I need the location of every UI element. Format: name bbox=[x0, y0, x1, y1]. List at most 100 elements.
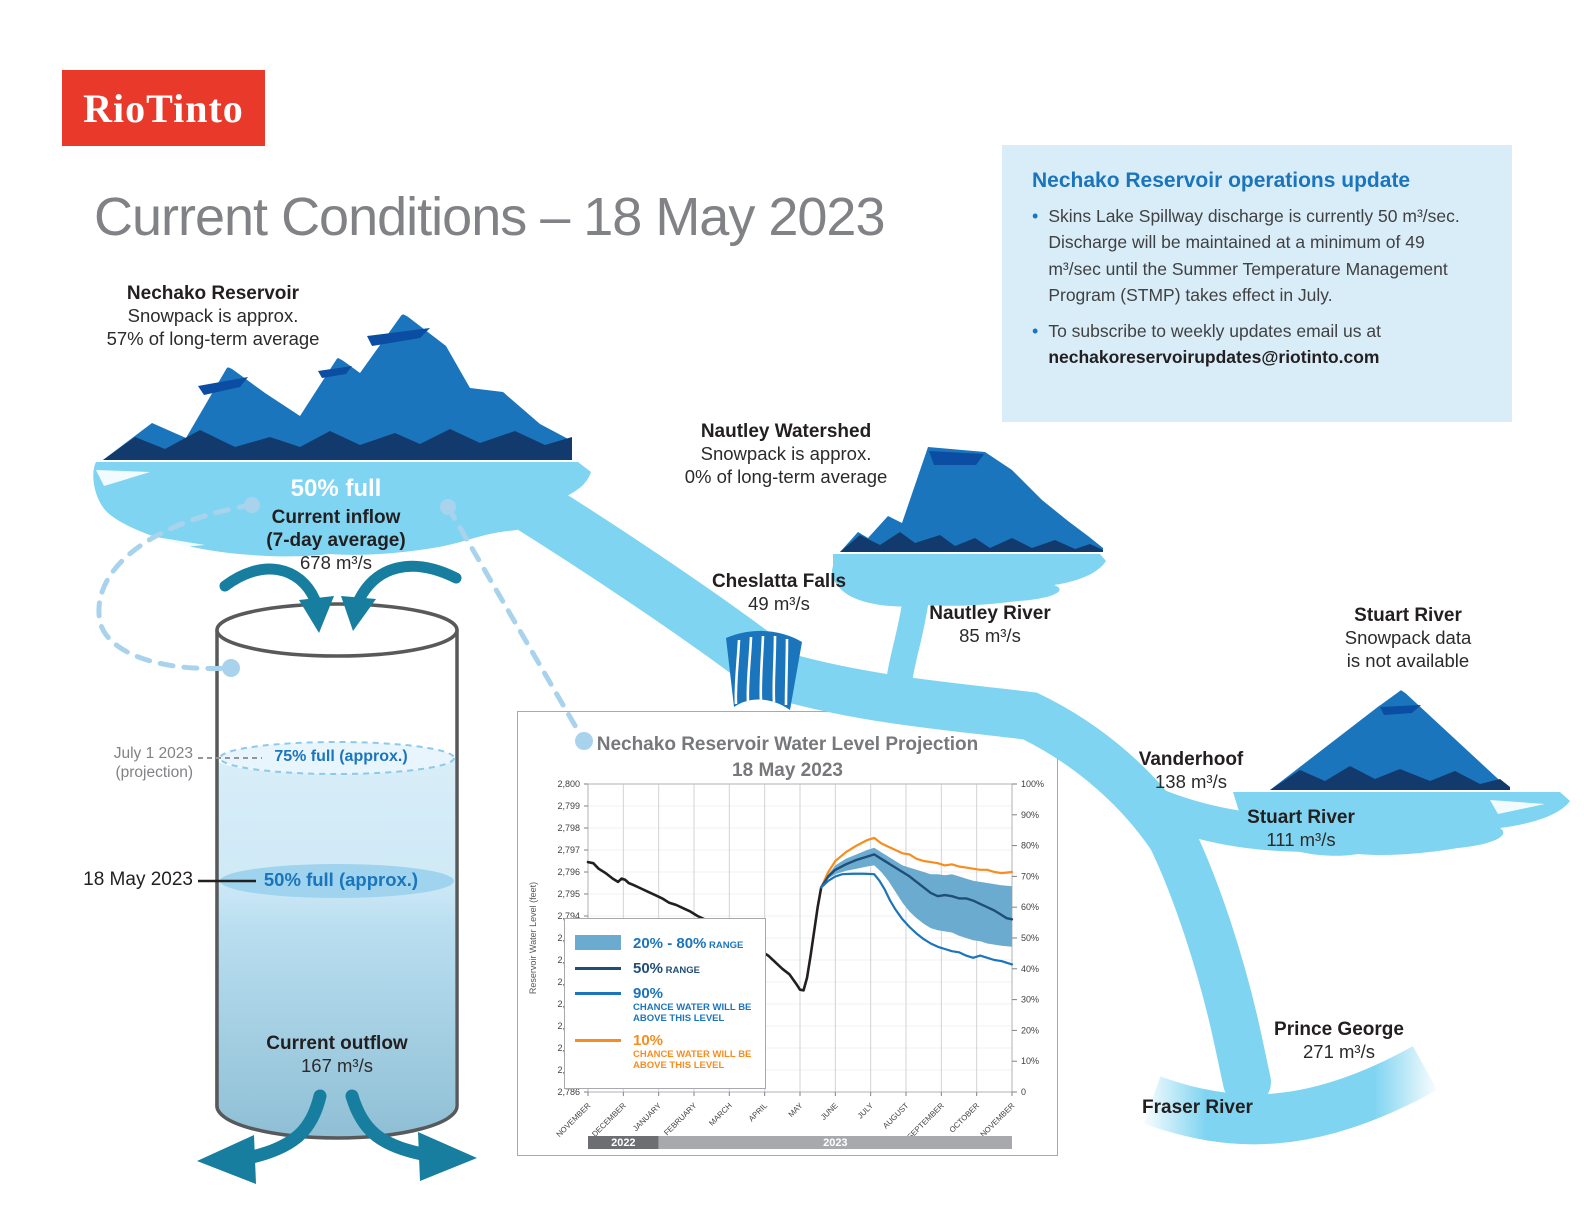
level-50-label: 50% full (approx.) bbox=[264, 869, 418, 891]
y-tick-label: 2,799 bbox=[557, 801, 580, 811]
right-tick-label: 20% bbox=[1021, 1025, 1039, 1035]
prince-george-label: Prince George 271 m³/s bbox=[1274, 1018, 1404, 1064]
vanderhoof-value: 138 m³/s bbox=[1155, 771, 1227, 793]
nautley-watershed-name: Nautley Watershed bbox=[700, 421, 872, 442]
stuart-river-value: 111 m³/s bbox=[1266, 829, 1336, 851]
stuart-snowpack-line1: Snowpack data bbox=[1344, 627, 1472, 649]
nechako-snowpack-line2: 57% of long-term average bbox=[106, 327, 320, 349]
stuart-river-label: Stuart River 111 m³/s bbox=[1247, 806, 1355, 852]
right-tick-label: 0 bbox=[1021, 1087, 1026, 1097]
fill-percent-text: 50% full bbox=[290, 475, 382, 502]
fraser-river-name: Fraser River bbox=[1142, 1097, 1253, 1118]
subscribe-email[interactable]: nechakoreservoirupdates@riotinto.com bbox=[1048, 347, 1380, 368]
x-tick-label: MARCH bbox=[707, 1101, 734, 1128]
legend-small-text: RANGE bbox=[706, 940, 744, 951]
right-tick-label: 10% bbox=[1021, 1056, 1039, 1066]
x-tick-label: JUNE bbox=[819, 1101, 840, 1122]
subscribe-text: To subscribe to weekly updates email us … bbox=[1048, 321, 1381, 341]
reservoir-fill-label: 50% full bbox=[291, 474, 382, 503]
cheslatta-value: 49 m³/s bbox=[748, 593, 810, 615]
x-tick-label: JANUARY bbox=[631, 1100, 664, 1133]
nautley-snowpack-line2: 0% of long-term average bbox=[684, 465, 888, 487]
x-tick-label: NOVEMBER bbox=[978, 1101, 1016, 1139]
ops-bullet-1-text: Skins Lake Spillway discharge is current… bbox=[1048, 206, 1460, 305]
chart-title-line1: Nechako Reservoir Water Level Projection bbox=[596, 734, 979, 755]
outflow-title: Current outflow bbox=[266, 1033, 408, 1054]
ops-heading: Nechako Reservoir operations update bbox=[1032, 169, 1411, 192]
legend-item: 50% RANGE bbox=[575, 960, 755, 978]
nautley-mountain-icon bbox=[840, 447, 1103, 552]
level-50-ellipse bbox=[220, 864, 454, 898]
inflow-value: 678 m³/s bbox=[300, 552, 372, 574]
x-tick-label: DECEMBER bbox=[590, 1101, 628, 1139]
nechako-reservoir-label: Nechako Reservoir Snowpack is approx. 57… bbox=[107, 282, 320, 350]
legend-sub-text: CHANCE WATER WILL BE ABOVE THIS LEVEL bbox=[633, 1048, 752, 1071]
right-tick-label: 80% bbox=[1021, 841, 1039, 851]
inflow-title: Current inflow bbox=[271, 507, 401, 528]
page-title: Current Conditions – 18 May 2023 bbox=[94, 187, 885, 247]
legend-item-text: 10% CHANCE WATER WILL BE ABOVE THIS LEVEL bbox=[633, 1032, 773, 1072]
nechako-snowpack-line1: Snowpack is approx. bbox=[127, 305, 299, 327]
nautley-watershed-label: Nautley Watershed Snowpack is approx. 0%… bbox=[685, 420, 888, 488]
year-bar-2022 bbox=[588, 1136, 659, 1149]
legend-big-text: 50% bbox=[633, 960, 664, 977]
fraser-river-label: Fraser River bbox=[1142, 1096, 1253, 1119]
current-date: 18 May 2023 bbox=[83, 869, 193, 890]
legend-line-swatch bbox=[575, 967, 621, 970]
legend-item-text: 90% CHANCE WATER WILL BE ABOVE THIS LEVEL bbox=[633, 985, 773, 1025]
stuart-mountain-icon bbox=[1270, 686, 1510, 790]
right-tick-label: 40% bbox=[1021, 964, 1039, 974]
water-level-projection-chart: Nechako Reservoir Water Level Projection… bbox=[517, 711, 1058, 1156]
right-tick-label: 30% bbox=[1021, 995, 1039, 1005]
stuart-river-name: Stuart River bbox=[1247, 807, 1355, 828]
y-axis-title: Reservoir Water Level (feet) bbox=[528, 882, 538, 994]
current-date-label: 18 May 2023 bbox=[83, 869, 193, 891]
inflow-subtitle: (7-day average) bbox=[266, 530, 406, 552]
year-bar-label: 2022 bbox=[611, 1137, 635, 1149]
ops-bullet-2: • To subscribe to weekly updates email u… bbox=[1032, 318, 1482, 371]
legend-big-text: 20% - 80% bbox=[633, 935, 707, 952]
x-tick-label: SEPTEMBER bbox=[905, 1101, 946, 1142]
nautley-river-label: Nautley River 85 m³/s bbox=[929, 602, 1050, 648]
y-tick-label: 2,796 bbox=[557, 867, 580, 877]
bullet-icon: • bbox=[1032, 206, 1039, 226]
x-tick-label: OCTOBER bbox=[948, 1101, 982, 1135]
chart-title: Nechako Reservoir Water Level Projection… bbox=[518, 732, 1057, 783]
projection-date-label: July 1 2023 (projection) bbox=[114, 744, 193, 783]
prince-george-value: 271 m³/s bbox=[1303, 1041, 1375, 1063]
x-tick-label: AUGUST bbox=[881, 1101, 911, 1131]
projection-date: July 1 2023 bbox=[113, 745, 193, 762]
cheslatta-name: Cheslatta Falls bbox=[711, 571, 847, 592]
y-tick-label: 2,798 bbox=[557, 823, 580, 833]
level-50-text: 50% full (approx.) bbox=[263, 869, 419, 890]
x-tick-label: FEBRUARY bbox=[662, 1100, 699, 1137]
ops-bullet-2-text: To subscribe to weekly updates email us … bbox=[1048, 318, 1482, 371]
y-tick-label: 2,786 bbox=[557, 1087, 580, 1097]
bullet-icon: • bbox=[1032, 321, 1039, 341]
current-outflow-label: Current outflow 167 m³/s bbox=[266, 1032, 407, 1078]
legend-sub-text: CHANCE WATER WILL BE ABOVE THIS LEVEL bbox=[633, 1002, 752, 1024]
legend-item: 90% CHANCE WATER WILL BE ABOVE THIS LEVEL bbox=[575, 985, 755, 1025]
y-tick-label: 2,800 bbox=[557, 779, 580, 789]
prince-george-name: Prince George bbox=[1274, 1019, 1404, 1040]
legend-small-text: RANGE bbox=[663, 965, 700, 976]
year-bar-label: 2023 bbox=[823, 1137, 847, 1149]
operations-update-box: Nechako Reservoir operations update • Sk… bbox=[1002, 145, 1512, 422]
legend-item: 10% CHANCE WATER WILL BE ABOVE THIS LEVEL bbox=[575, 1032, 755, 1072]
stuart-snowpack-line2: is not available bbox=[1346, 649, 1470, 671]
nautley-snowpack-line1: Snowpack is approx. bbox=[700, 443, 872, 465]
legend-line-swatch bbox=[575, 1038, 621, 1042]
x-tick-label: APRIL bbox=[747, 1101, 770, 1124]
level-75-ellipse bbox=[219, 741, 455, 775]
outflow-value: 167 m³/s bbox=[301, 1055, 373, 1077]
x-tick-label: MAY bbox=[787, 1100, 805, 1118]
vanderhoof-label: Vanderhoof 138 m³/s bbox=[1139, 748, 1244, 794]
legend-big-text: 10% bbox=[633, 1031, 664, 1049]
level-75-label: 75% full (approx.) bbox=[274, 748, 407, 766]
year-bar-2023 bbox=[658, 1136, 1012, 1149]
right-tick-label: 90% bbox=[1021, 810, 1039, 820]
reservoir-cylinder bbox=[198, 602, 459, 1140]
legend-big-text: 90% bbox=[633, 985, 664, 1002]
riotinto-logo: RioTinto bbox=[62, 70, 265, 146]
legend-item: 20% - 80% RANGE bbox=[575, 935, 755, 953]
